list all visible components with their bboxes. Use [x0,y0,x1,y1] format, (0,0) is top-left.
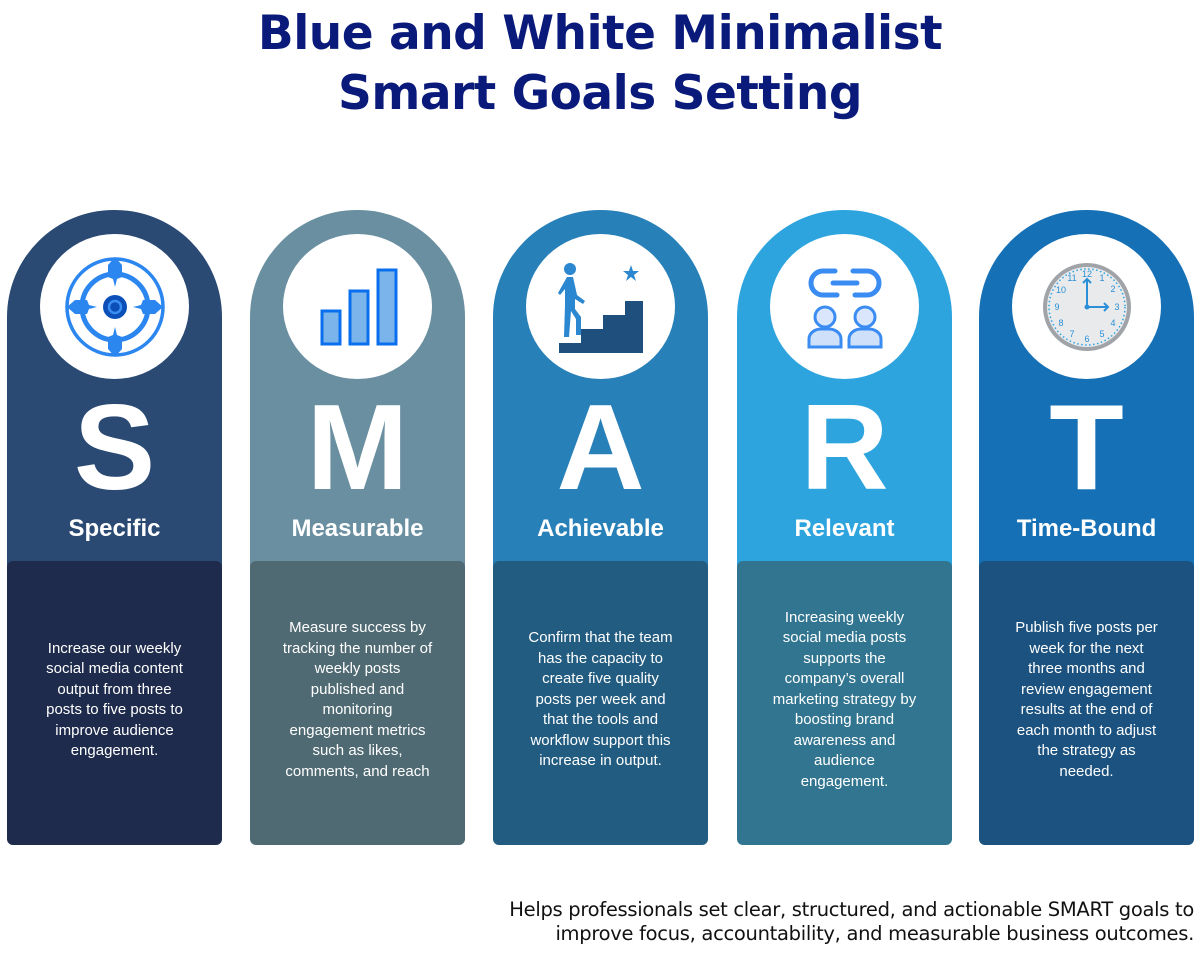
title-line-2: Smart Goals Setting [338,66,862,121]
column-header-pill: A Achievable [493,210,708,580]
smart-word: Achievable [537,515,664,542]
svg-text:10: 10 [1055,285,1065,295]
svg-text:3: 3 [1114,302,1119,312]
svg-text:12: 12 [1081,269,1091,279]
page-title: Blue and White Minimalist Smart Goals Se… [0,4,1200,124]
description-text: Increase our weekly social media content… [46,639,183,760]
smart-column-specific: S Specific Increase our weekly social me… [7,210,222,846]
smart-column-achievable: A Achievable Confirm that the team has t… [493,210,708,846]
icon-badge [40,234,189,379]
description-card: Increasing weekly social media posts sup… [737,561,952,845]
smart-word: Measurable [291,515,424,542]
smart-column-relevant: R Relevant Increasing weekly social medi… [737,210,952,846]
column-header-pill: S Specific [7,210,222,580]
smart-word: Time-Bound [1016,515,1157,542]
description-card: Measure success by tracking the number o… [250,561,465,845]
bar-chart-icon [320,268,397,345]
smart-letter: S [73,379,156,515]
target-crosshair-icon [64,256,165,357]
svg-text:11: 11 [1067,273,1076,283]
icon-badge [526,234,675,379]
svg-text:2: 2 [1110,284,1115,294]
svg-text:1: 1 [1099,273,1104,283]
icon-badge [770,234,919,379]
smart-letter: T [1049,379,1124,515]
svg-text:8: 8 [1058,318,1063,328]
description-text: Increasing weekly social media posts sup… [772,608,917,790]
smart-letter: R [800,379,889,515]
svg-text:7: 7 [1069,329,1074,339]
description-text: Measure success by tracking the number o… [282,619,433,780]
footer-line-2: improve focus, accountability, and measu… [555,922,1194,945]
linked-people-icon [807,268,882,348]
svg-text:5: 5 [1099,329,1104,339]
svg-text:4: 4 [1110,318,1115,328]
smart-word: Specific [68,515,161,542]
footer-line-1: Helps professionals set clear, structure… [509,898,1194,921]
description-text: Publish five posts per week for the next… [1015,619,1158,780]
title-line-1: Blue and White Minimalist [257,6,943,61]
smart-column-measurable: M Measurable Measure success by tracking… [250,210,465,846]
svg-text:9: 9 [1054,302,1059,312]
climbing-stairs-icon [557,262,643,353]
description-card: Publish five posts per week for the next… [979,561,1194,845]
description-text: Confirm that the team has the capacity t… [528,629,673,770]
svg-text:6: 6 [1084,334,1089,344]
column-header-pill: R Relevant [737,210,952,580]
description-card: Confirm that the team has the capacity t… [493,561,708,845]
column-header-pill: M Measurable [250,210,465,580]
description-card: Increase our weekly social media content… [7,561,222,845]
icon-badge [283,234,432,379]
smart-letter: A [556,379,645,515]
footer-caption: Helps professionals set clear, structure… [509,898,1194,946]
smart-word: Relevant [794,515,895,542]
smart-letter: M [306,379,409,515]
